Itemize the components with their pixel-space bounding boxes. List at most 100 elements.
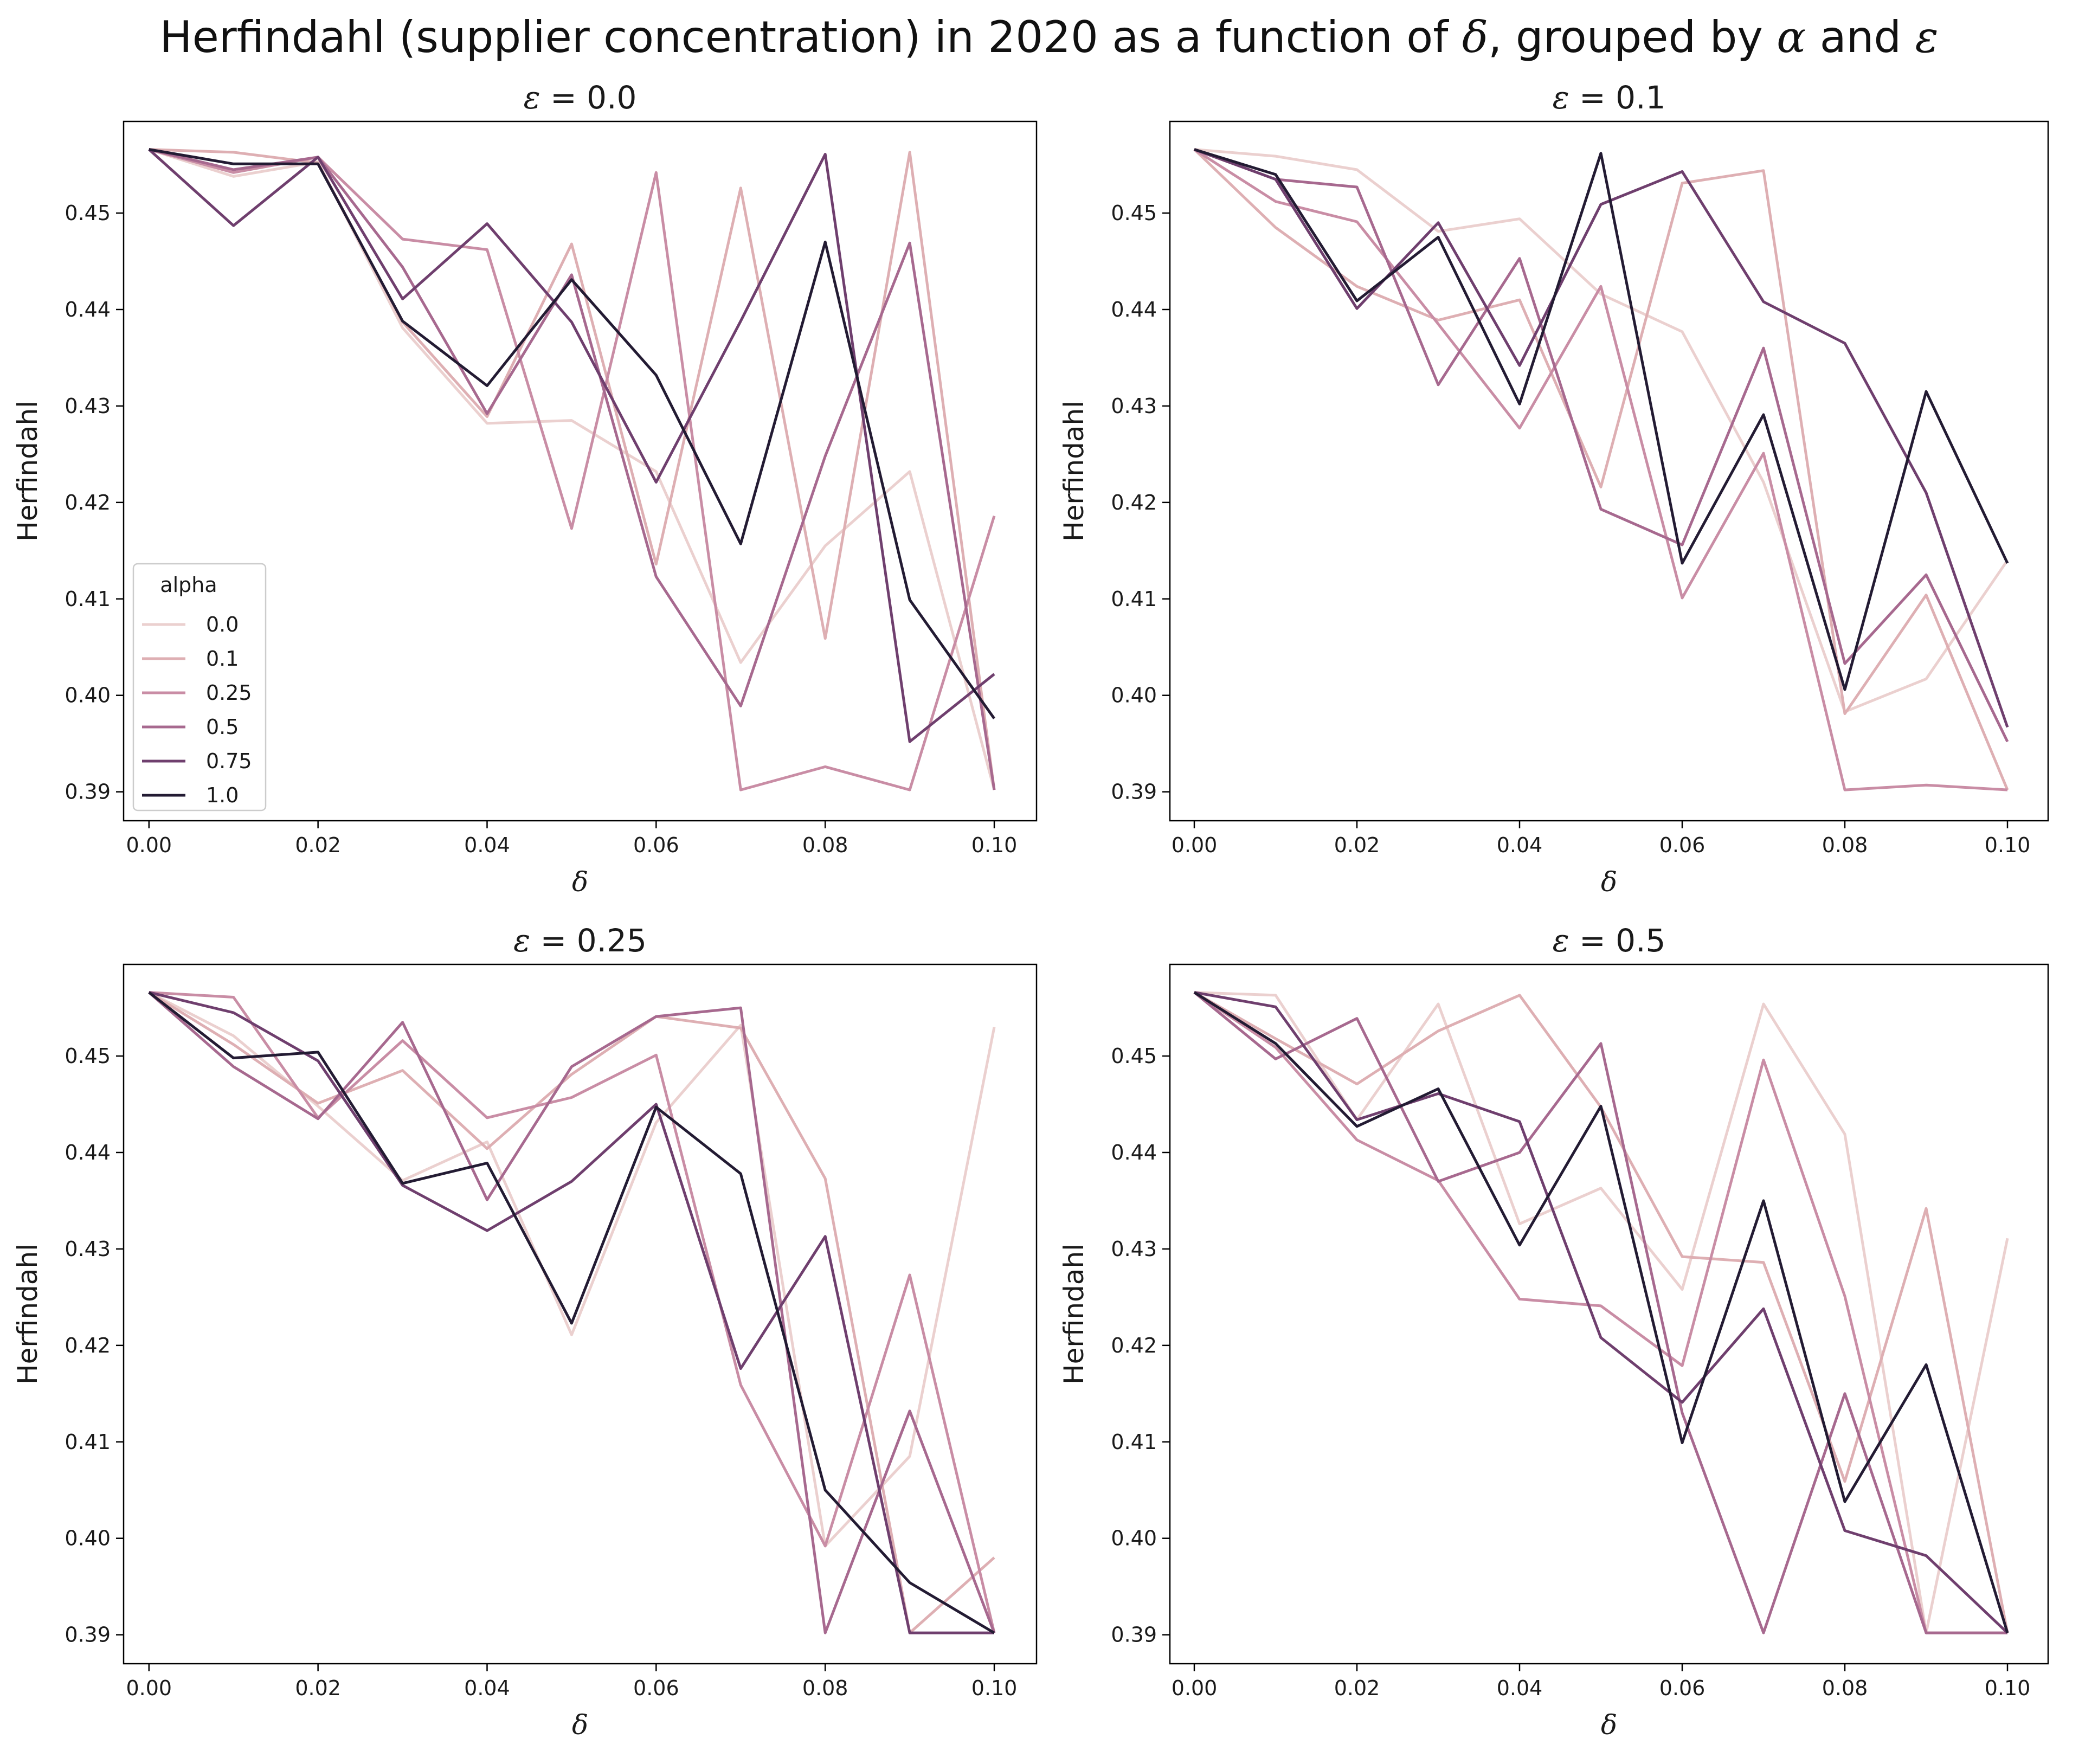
x-tick-label: 0.04 bbox=[464, 833, 510, 857]
x-tick-label: 0.08 bbox=[1822, 833, 1868, 857]
subplot-title: ε = 0.25 bbox=[513, 922, 647, 959]
series-line-alpha-0.5 bbox=[1194, 148, 2009, 743]
x-tick-label: 0.10 bbox=[1985, 1676, 2031, 1700]
y-tick-label: 0.44 bbox=[65, 298, 111, 321]
x-axis-label: δ bbox=[572, 866, 588, 898]
y-tick-label: 0.40 bbox=[1111, 684, 1157, 707]
y-tick-label: 0.44 bbox=[1111, 1141, 1157, 1164]
x-tick-label: 0.08 bbox=[1822, 1676, 1868, 1700]
series-line-alpha-0.0 bbox=[1194, 148, 2009, 713]
x-tick-label: 0.06 bbox=[1659, 833, 1706, 857]
y-tick-label: 0.39 bbox=[65, 1623, 111, 1647]
legend-label: 0.25 bbox=[206, 681, 252, 705]
series-line-alpha-1.0 bbox=[1194, 148, 2009, 691]
series-line-alpha-0.0 bbox=[149, 148, 996, 790]
series-line-alpha-0.1 bbox=[148, 991, 995, 1634]
x-tick-label: 0.04 bbox=[464, 1676, 510, 1700]
x-tick-label: 0.06 bbox=[1659, 1676, 1706, 1700]
series-line-alpha-1.0 bbox=[149, 148, 996, 719]
y-tick-label: 0.43 bbox=[1111, 1237, 1157, 1261]
x-tick-label: 0.08 bbox=[802, 833, 848, 857]
y-tick-label: 0.45 bbox=[65, 1044, 111, 1068]
y-axis-label: Herfindahl bbox=[12, 1244, 43, 1385]
subplot-1: 0.00 0.02 0.04 0.06 0.08 0.10 0.39 0.40 0.41 0.42… bbox=[1058, 79, 2049, 898]
y-tick-label: 0.45 bbox=[65, 201, 111, 225]
series-line-alpha-0.25 bbox=[1193, 991, 2007, 1634]
y-tick-label: 0.39 bbox=[65, 780, 111, 804]
x-tick-label: 0.10 bbox=[971, 1676, 1018, 1700]
y-tick-label: 0.44 bbox=[65, 1141, 111, 1164]
y-tick-label: 0.39 bbox=[1111, 780, 1157, 804]
subplot-title: ε = 0.0 bbox=[524, 79, 637, 116]
subplot-3: 0.00 0.02 0.04 0.06 0.08 0.10 0.39 0.40 0.41 0.42… bbox=[1058, 922, 2049, 1741]
series-line-alpha-0.1 bbox=[1193, 991, 2009, 1633]
y-tick-label: 0.42 bbox=[65, 491, 111, 514]
legend-label: 1.0 bbox=[206, 783, 239, 807]
y-tick-label: 0.39 bbox=[1111, 1623, 1157, 1647]
legend-label: 0.5 bbox=[206, 715, 239, 739]
axes-frame bbox=[1169, 120, 2049, 822]
legend: alpha 0.0 0.1 0.25 0.5 0.75 1.0 bbox=[132, 563, 267, 812]
subplot-title: ε = 0.1 bbox=[1553, 79, 1666, 116]
y-tick-label: 0.40 bbox=[65, 1527, 111, 1550]
legend-title: alpha bbox=[160, 573, 217, 597]
x-tick-label: 0.10 bbox=[1985, 833, 2031, 857]
series-line-alpha-0.75 bbox=[149, 991, 994, 1634]
series-line-alpha-0.1 bbox=[149, 148, 996, 790]
y-tick-label: 0.43 bbox=[65, 1237, 111, 1261]
y-tick-label: 0.41 bbox=[1111, 587, 1157, 611]
series-line-alpha-0.75 bbox=[1194, 148, 2009, 728]
y-axis-label: Herfindahl bbox=[1058, 1244, 1090, 1385]
y-tick-label: 0.45 bbox=[1111, 1044, 1157, 1068]
series-line-alpha-0.75 bbox=[148, 148, 995, 743]
subplot-title: ε = 0.5 bbox=[1553, 922, 1666, 959]
y-tick-label: 0.41 bbox=[65, 1430, 111, 1454]
legend-label: 0.75 bbox=[206, 749, 252, 773]
subplot-0: 0.00 0.02 0.04 0.06 0.08 0.10 0.39 0.40 0.41 0.42… bbox=[12, 79, 1038, 898]
x-tick-label: 0.10 bbox=[971, 833, 1018, 857]
axes-frame bbox=[123, 120, 1038, 822]
y-tick-label: 0.40 bbox=[65, 684, 111, 707]
x-tick-label: 0.04 bbox=[1497, 833, 1543, 857]
series-line-alpha-0.75 bbox=[1194, 991, 2009, 1634]
series-line-alpha-1.0 bbox=[148, 991, 995, 1634]
y-axis-label: Herfindahl bbox=[12, 401, 43, 542]
x-axis-label: δ bbox=[572, 1709, 588, 1741]
x-tick-label: 0.00 bbox=[1172, 833, 1218, 857]
y-tick-label: 0.45 bbox=[1111, 201, 1157, 225]
x-tick-label: 0.06 bbox=[633, 833, 679, 857]
y-tick-label: 0.44 bbox=[1111, 298, 1157, 321]
x-tick-label: 0.00 bbox=[126, 833, 172, 857]
subplot-2: 0.00 0.02 0.04 0.06 0.08 0.10 0.39 0.40 0.41 0.42… bbox=[12, 922, 1038, 1741]
x-tick-label: 0.00 bbox=[126, 1676, 172, 1700]
series-line-alpha-0.5 bbox=[149, 148, 996, 790]
legend-label: 0.0 bbox=[206, 613, 239, 636]
series-line-alpha-0.0 bbox=[1194, 991, 2009, 1634]
axes-frame bbox=[1169, 963, 2049, 1665]
x-tick-label: 0.02 bbox=[1334, 833, 1380, 857]
y-tick-label: 0.42 bbox=[1111, 1334, 1157, 1357]
y-tick-label: 0.43 bbox=[1111, 394, 1157, 418]
series-line-alpha-0.5 bbox=[1193, 991, 2007, 1634]
x-tick-label: 0.02 bbox=[295, 833, 341, 857]
axes-frame bbox=[123, 963, 1038, 1665]
x-axis-label: δ bbox=[1601, 866, 1617, 898]
x-tick-label: 0.06 bbox=[633, 1676, 679, 1700]
y-tick-label: 0.42 bbox=[1111, 491, 1157, 514]
y-tick-label: 0.40 bbox=[1111, 1527, 1157, 1550]
y-axis-label: Herfindahl bbox=[1058, 401, 1090, 542]
series-line-alpha-0.5 bbox=[148, 991, 996, 1634]
series-line-alpha-1.0 bbox=[1193, 991, 2009, 1633]
figure-title: Herfindahl (supplier concentration) in 2… bbox=[159, 12, 1939, 62]
x-tick-label: 0.02 bbox=[1334, 1676, 1380, 1700]
y-tick-label: 0.43 bbox=[65, 394, 111, 418]
y-tick-label: 0.41 bbox=[1111, 1430, 1157, 1454]
y-tick-label: 0.42 bbox=[65, 1334, 111, 1357]
x-axis-label: δ bbox=[1601, 1709, 1617, 1741]
x-tick-label: 0.00 bbox=[1172, 1676, 1218, 1700]
series-line-alpha-0.25 bbox=[1193, 148, 2008, 791]
series-line-alpha-0.25 bbox=[149, 991, 996, 1633]
y-tick-label: 0.41 bbox=[65, 587, 111, 611]
